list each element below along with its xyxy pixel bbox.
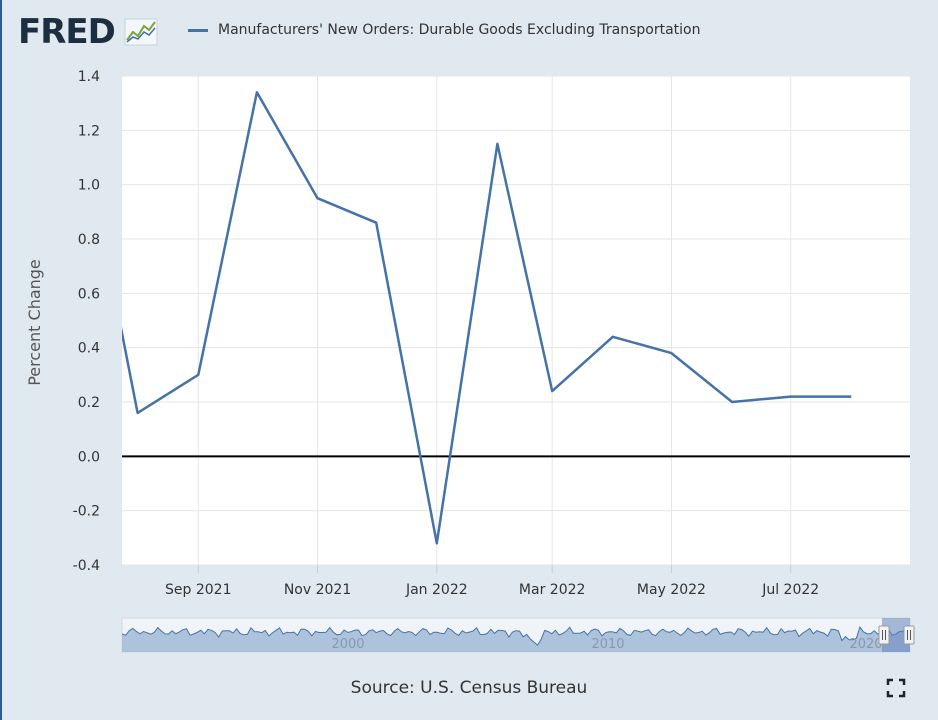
x-axis-ticks: Sep 2021 Nov 2021 Jan 2022 Mar 2022 May 2022… [165,565,819,598]
x-tick-label: Nov 2021 [284,582,351,598]
x-tick-label: Mar 2022 [519,582,586,598]
y-axis-ticks: 1.4 1.2 1.0 0.8 0.6 0.4 0.2 0.0 -0.2 -0.4 [73,69,100,574]
y-tick-label: 0.8 [78,232,100,248]
navigator-handle[interactable] [878,625,890,645]
legend-label: Manufacturers' New Orders: Durable Goods… [218,22,701,38]
plot-area [122,76,910,565]
chart-legend: Manufacturers' New Orders: Durable Goods… [188,20,700,40]
y-tick-label: 1.4 [78,69,100,85]
navigator-area [122,627,910,652]
y-tick-label: 1.2 [78,123,100,139]
x-tick-label: Jan 2022 [405,582,468,598]
x-tick-label: Sep 2021 [165,582,231,598]
x-tick-label: May 2022 [637,582,706,598]
legend-swatch [188,28,208,32]
navigator-line [121,626,911,646]
source-text: Source: U.S. Census Bureau [350,678,588,698]
fred-logo[interactable]: FRED [18,12,158,52]
range-navigator[interactable]: 2000 2010 2020 [121,617,915,653]
y-tick-label: -0.2 [73,504,100,520]
y-tick-label: -0.4 [73,558,100,574]
series-layer [122,91,852,545]
fullscreen-icon[interactable] [886,678,906,698]
x-tick-label: Jul 2022 [761,582,819,598]
y-tick-label: 1.0 [78,178,100,194]
logo-text: FRED [18,12,116,52]
gridlines [122,75,910,566]
y-axis-label: Percent Change [25,259,44,386]
y-tick-label: 0.6 [78,286,100,302]
series-line [122,91,852,545]
navigator-handle[interactable] [903,625,915,645]
navigator-year-label: 2020 [849,637,882,652]
navigator-year-label: 2000 [331,637,364,652]
navigator-year-label: 2010 [591,637,624,652]
y-tick-label: 0.0 [78,449,100,465]
y-tick-label: 0.2 [78,395,100,411]
y-tick-label: 0.4 [78,341,100,357]
chart-line-icon [124,18,158,50]
